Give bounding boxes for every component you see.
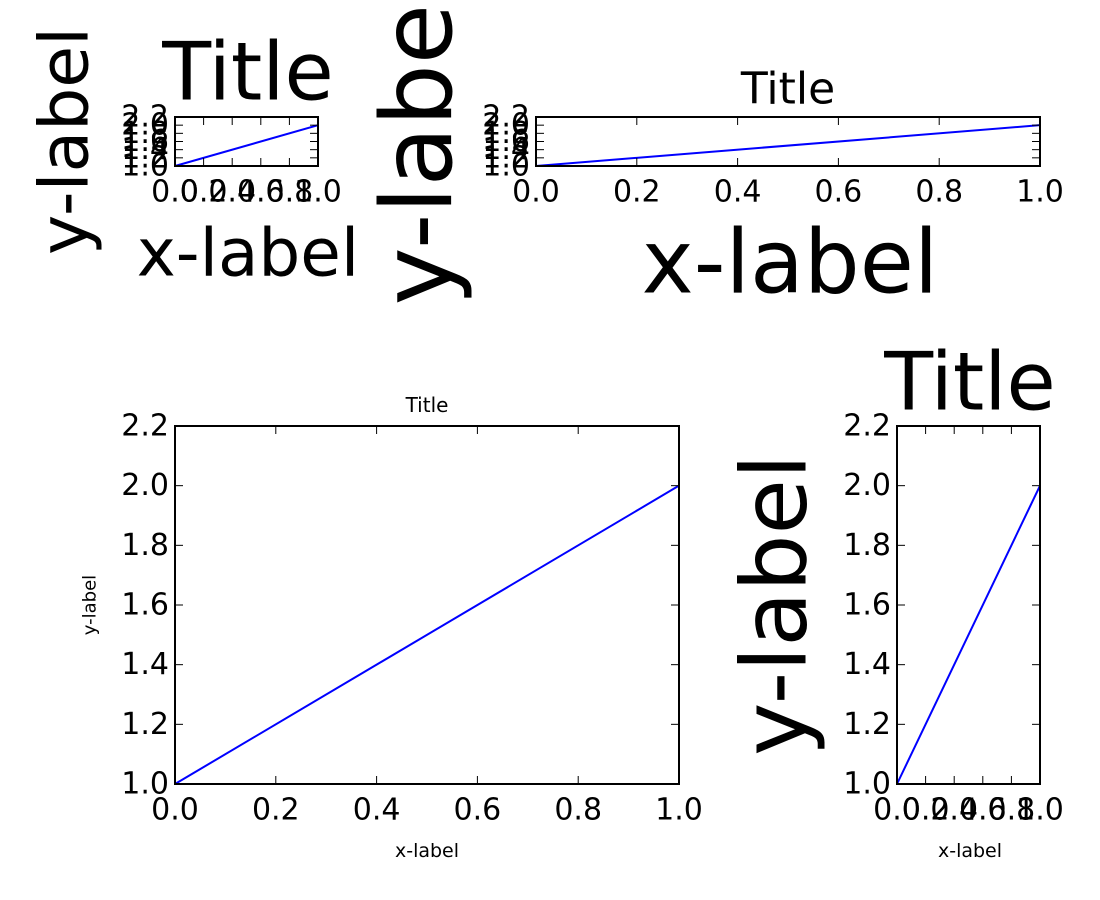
x-tick-label: 1.0 (1016, 793, 1064, 828)
y-tick-label: 1.2 (121, 707, 169, 742)
axes-frame (535, 116, 1041, 167)
x-tick-label: 0.0 (873, 793, 921, 828)
x-tick-label: 0.0 (512, 175, 560, 210)
y-tick-label: 2.0 (843, 468, 891, 503)
y-tick-label: 1.6 (121, 588, 169, 623)
x-tick-label: 0.4 (353, 793, 401, 828)
x-tick-label: 0.2 (902, 793, 950, 828)
y-tick-label: 2.2 (482, 100, 530, 135)
y-axis-label: y-label (26, 27, 105, 255)
chart-title: Title (740, 64, 835, 115)
y-axis-label: y-label (80, 575, 101, 635)
y-tick-label: 1.2 (121, 140, 169, 175)
x-tick-label: 0.8 (266, 175, 314, 210)
y-tick-label: 1.6 (482, 124, 530, 159)
y-tick-label: 1.6 (843, 588, 891, 623)
data-line (174, 484, 680, 785)
y-tick-label: 1.0 (843, 767, 891, 802)
x-tick-label: 0.6 (959, 793, 1007, 828)
y-tick-label: 1.6 (121, 124, 169, 159)
chart-title: Title (883, 336, 1055, 429)
x-tick-label: 0.8 (554, 793, 602, 828)
y-tick-label: 2.2 (843, 409, 891, 444)
y-tick-label: 1.4 (121, 132, 169, 167)
y-tick-label: 1.8 (121, 528, 169, 563)
y-tick-label: 1.4 (482, 132, 530, 167)
y-tick-label: 2.2 (121, 100, 169, 135)
x-tick-label: 0.2 (252, 793, 300, 828)
x-tick-label: 0.2 (180, 175, 228, 210)
y-tick-label: 2.0 (121, 108, 169, 143)
data-line (896, 485, 1041, 785)
x-tick-label: 0.4 (714, 175, 762, 210)
y-tick-label: 1.4 (121, 647, 169, 682)
y-tick-label: 1.2 (482, 140, 530, 175)
x-tick-label: 0.6 (815, 175, 863, 210)
y-tick-label: 1.4 (843, 647, 891, 682)
y-tick-label: 2.0 (482, 108, 530, 143)
y-tick-label: 2.2 (121, 409, 169, 444)
y-axis-label: y-label (361, 0, 475, 305)
y-axis-label: y-label (723, 454, 828, 756)
chart-title: Title (161, 26, 333, 119)
y-tick-label: 1.0 (482, 149, 530, 184)
x-axis-label: x-label (938, 840, 1002, 862)
data-line (174, 124, 319, 167)
x-tick-label: 0.4 (930, 793, 978, 828)
x-tick-label: 0.4 (208, 175, 256, 210)
x-tick-label: 0.6 (454, 793, 502, 828)
y-tick-label: 1.8 (121, 116, 169, 151)
y-tick-label: 1.2 (843, 707, 891, 742)
y-tick-label: 1.8 (843, 528, 891, 563)
x-axis-label: x-label (137, 215, 360, 292)
x-tick-label: 1.0 (1016, 175, 1064, 210)
x-axis-label: x-label (642, 211, 939, 314)
x-tick-label: 0.8 (988, 793, 1036, 828)
chart-title: Title (405, 393, 449, 417)
x-tick-label: 0.0 (151, 175, 199, 210)
y-tick-label: 2.0 (121, 468, 169, 503)
axes-frame (896, 425, 1041, 785)
x-tick-label: 0.8 (915, 175, 963, 210)
data-line (535, 124, 1041, 167)
x-tick-label: 1.0 (655, 793, 703, 828)
x-axis-label: x-label (395, 840, 459, 862)
y-tick-label: 1.0 (121, 767, 169, 802)
axes-frame (174, 425, 680, 785)
y-tick-label: 1.0 (121, 149, 169, 184)
x-tick-label: 0.0 (151, 793, 199, 828)
axes-frame (174, 116, 319, 167)
y-tick-label: 1.8 (482, 116, 530, 151)
x-tick-label: 1.0 (294, 175, 342, 210)
x-tick-label: 0.6 (237, 175, 285, 210)
x-tick-label: 0.2 (613, 175, 661, 210)
